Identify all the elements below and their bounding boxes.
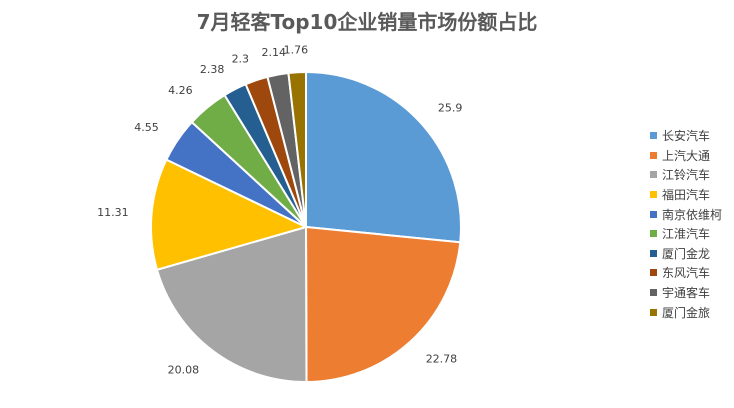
legend-item-9: 宇通客车: [650, 283, 722, 303]
slice-data-label-10: 1.76: [284, 43, 309, 56]
chart-legend: 长安汽车上汽大通江铃汽车福田汽车南京依维柯江淮汽车厦门金龙东风汽车宇通客车厦门金…: [650, 126, 722, 322]
legend-item-8: 东风汽车: [650, 263, 722, 283]
slice-data-label-7: 2.38: [200, 63, 225, 76]
legend-label-10: 厦门金旅: [662, 305, 711, 320]
legend-item-7: 厦门金龙: [650, 244, 722, 264]
slice-data-label-2: 22.78: [426, 353, 458, 366]
pie-slice-4: [150, 158, 309, 271]
legend-label-1: 长安汽车: [662, 129, 711, 144]
legend-swatch-9: [650, 289, 657, 297]
slice-data-label-6: 4.26: [168, 84, 193, 97]
legend-swatch-8: [650, 269, 657, 277]
legend-swatch-6: [650, 230, 657, 238]
legend-label-5: 南京依维柯: [662, 207, 723, 222]
legend-item-3: 江铃汽车: [650, 165, 722, 185]
slice-data-label-5: 4.55: [134, 121, 159, 134]
legend-label-6: 江淮汽车: [662, 227, 711, 242]
legend-swatch-7: [650, 249, 657, 257]
slice-data-label-3: 20.08: [168, 363, 200, 376]
legend-swatch-5: [650, 210, 657, 218]
legend-item-5: 南京依维柯: [650, 204, 722, 224]
legend-swatch-1: [650, 132, 657, 140]
slice-data-label-8: 2.3: [232, 52, 250, 65]
slice-data-label-4: 11.31: [97, 206, 129, 219]
legend-swatch-3: [650, 171, 657, 179]
legend-item-1: 长安汽车: [650, 126, 722, 146]
legend-item-2: 上汽大通: [650, 146, 722, 166]
legend-label-2: 上汽大通: [662, 148, 711, 163]
legend-item-10: 厦门金旅: [650, 302, 722, 322]
slice-data-label-1: 25.9: [438, 102, 463, 115]
pie-slice-10: [287, 70, 307, 228]
legend-item-6: 江淮汽车: [650, 224, 722, 244]
legend-item-4: 福田汽车: [650, 185, 722, 205]
slice-data-label-9: 2.14: [261, 46, 286, 59]
legend-label-8: 东风汽车: [662, 266, 711, 281]
pie-slice-3: [155, 225, 308, 383]
chart-title: 7月轻客Top10企业销量市场份额占比: [196, 10, 538, 34]
legend-swatch-2: [650, 151, 657, 159]
pie-slice-1: [305, 70, 462, 244]
legend-label-9: 宇通客车: [662, 286, 711, 301]
legend-swatch-10: [650, 308, 657, 316]
legend-label-4: 福田汽车: [662, 188, 711, 203]
legend-swatch-4: [650, 191, 657, 199]
legend-label-7: 厦门金龙: [662, 246, 711, 261]
pie-slice-2: [304, 225, 462, 384]
legend-label-3: 江铃汽车: [662, 168, 711, 183]
